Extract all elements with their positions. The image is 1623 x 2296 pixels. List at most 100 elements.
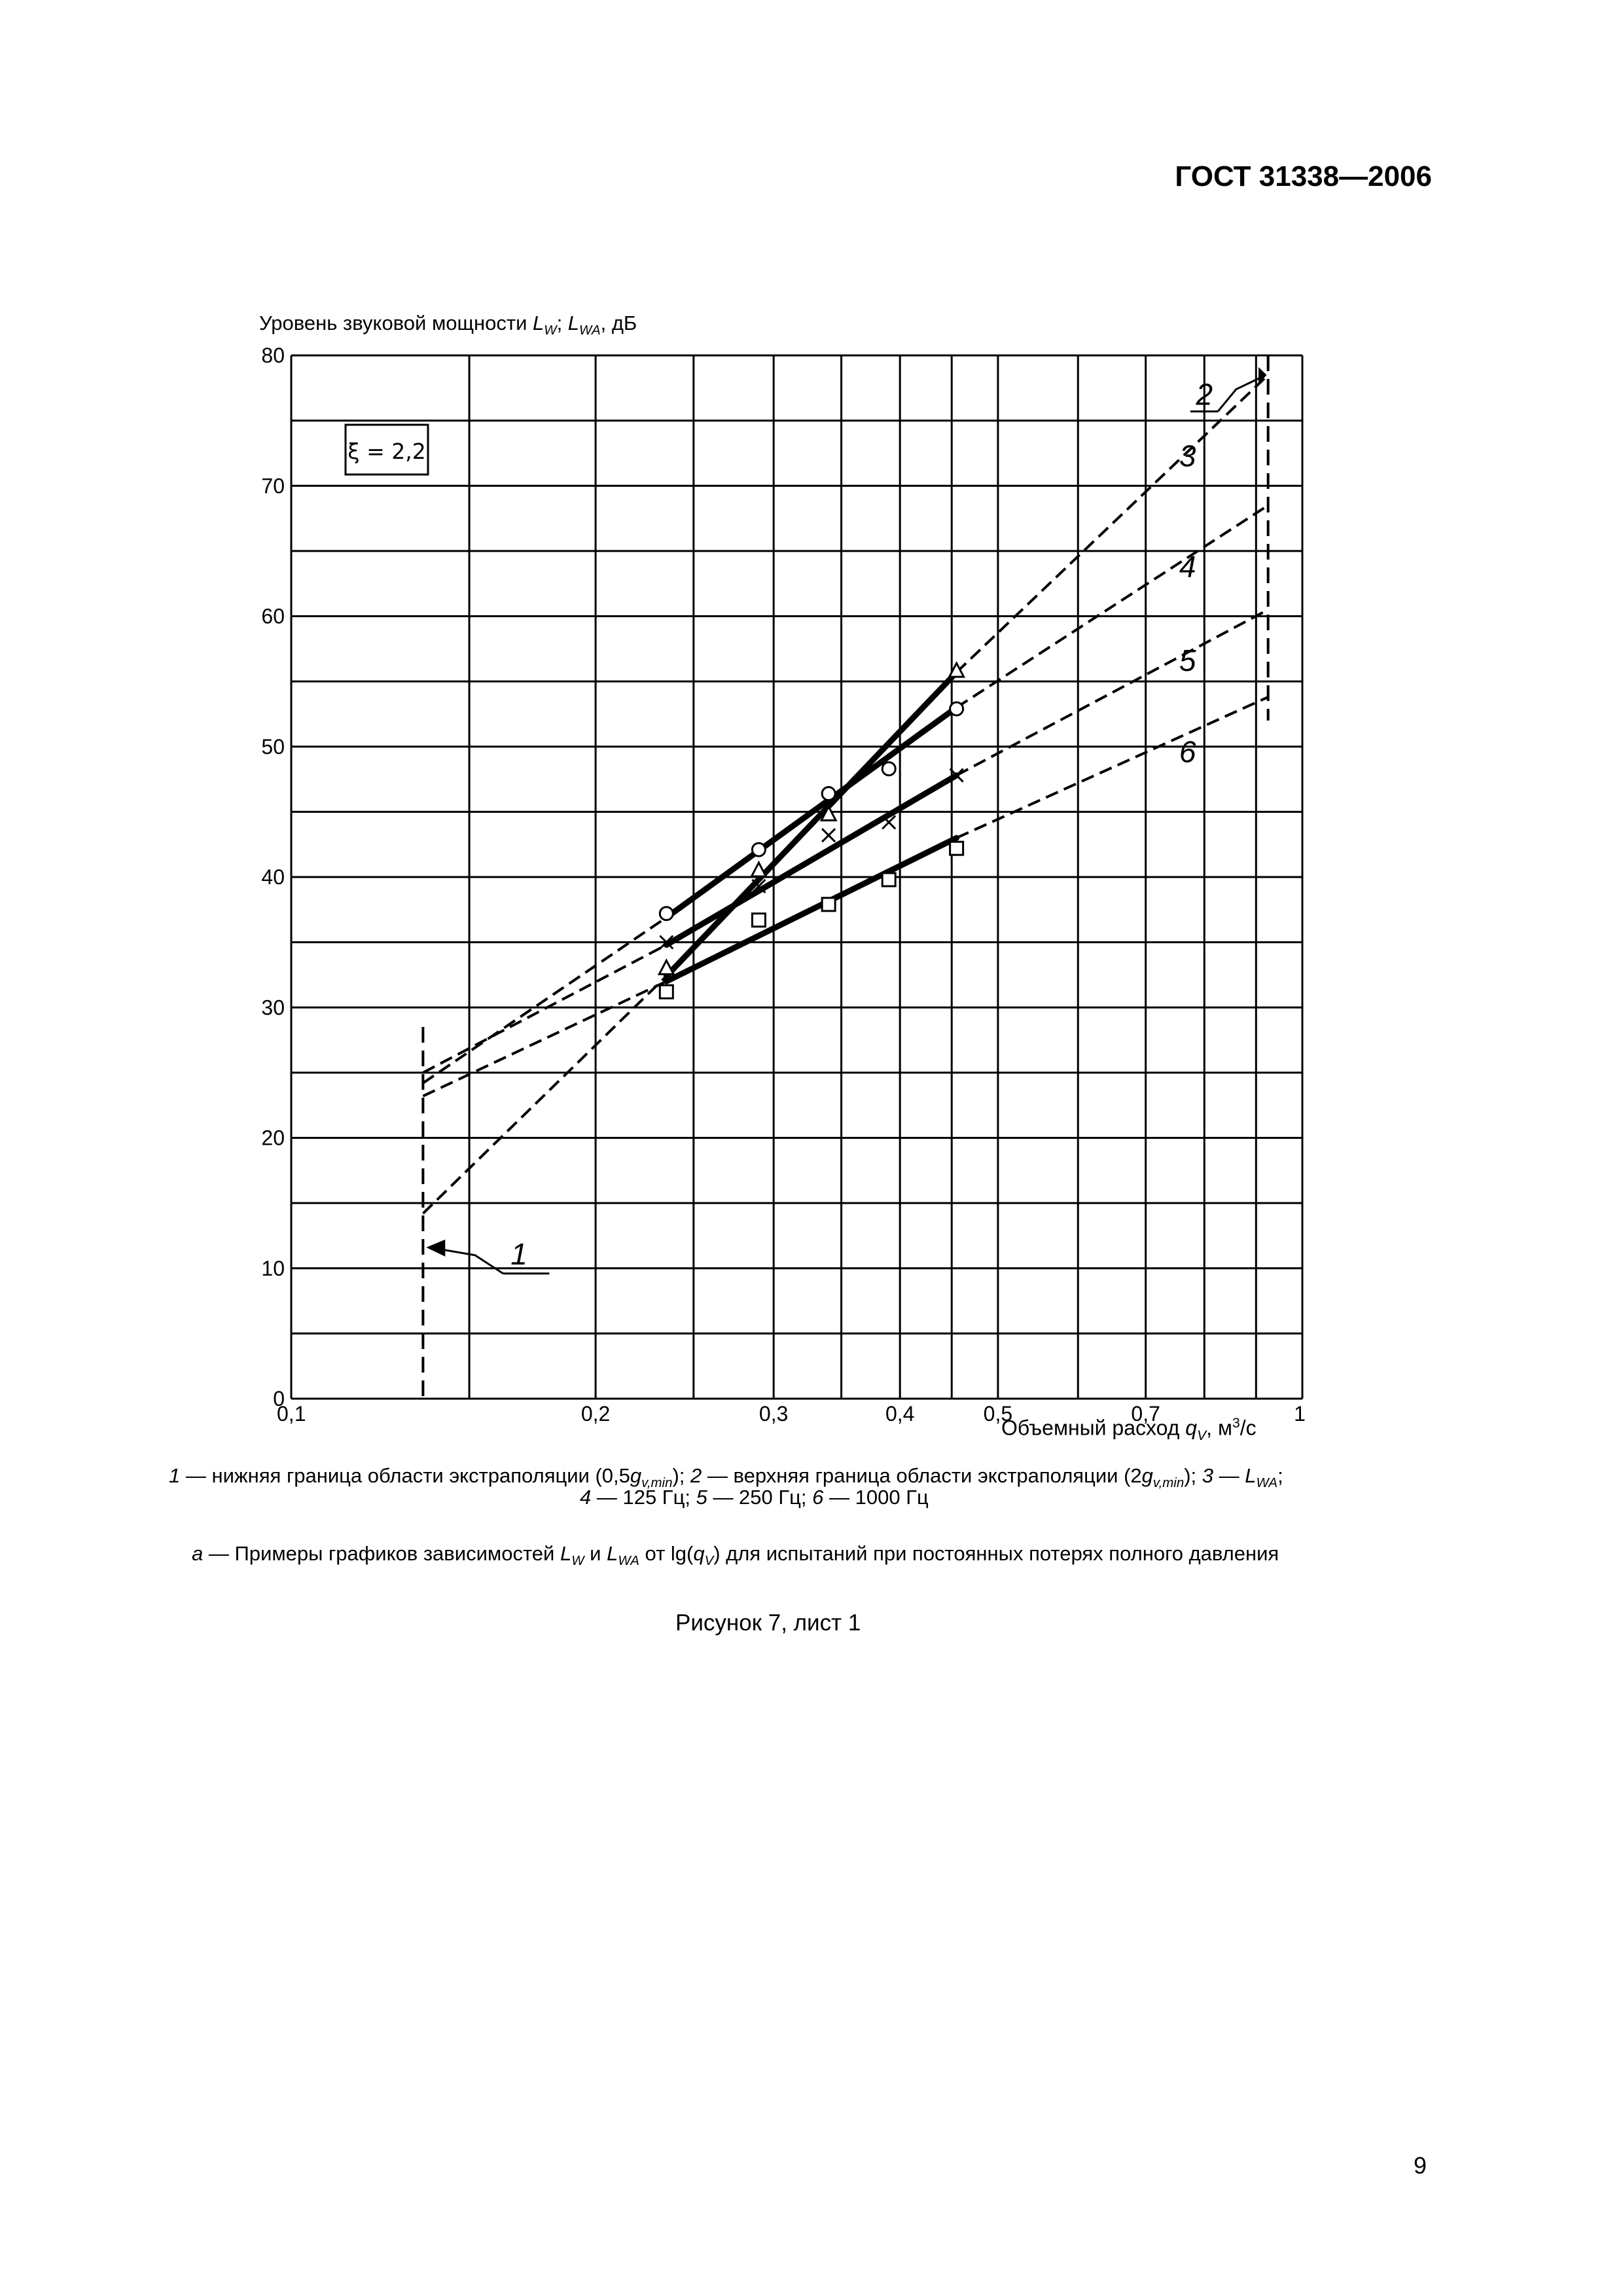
marker-square — [881, 872, 897, 888]
y-tick-label: 20 — [261, 1126, 285, 1150]
figure-title: Рисунок 7, лист 1 — [675, 1610, 861, 1636]
y-axis-label-subscript: W — [544, 323, 557, 338]
x-axis-label-text: Объемный расход — [1001, 1416, 1186, 1440]
x-tick-label: 0,4 — [885, 1402, 914, 1426]
x-tick-label: 0,5 — [984, 1402, 1012, 1426]
chart-lines — [421, 374, 1270, 1215]
caption-text: — 250 Гц; — [707, 1486, 813, 1509]
y-tick-label: 40 — [261, 865, 285, 889]
caption-subscript: v,min — [641, 1475, 673, 1491]
caption-legend-line-1: 1 — нижняя граница области экстраполяции… — [169, 1464, 1283, 1491]
boundary-label-2: 2 — [1195, 378, 1213, 412]
series-5-extrapolation-low — [422, 943, 668, 1074]
marker-square — [751, 912, 766, 928]
document-header: ГОСТ 31338—2006 — [1175, 160, 1432, 192]
note-subscript: W — [571, 1553, 584, 1569]
series-label-6: 6 — [1179, 735, 1196, 769]
caption-text: ); — [672, 1464, 691, 1487]
x-tick-label: 0,3 — [759, 1402, 788, 1426]
xi-legend-box: ξ = 2,2 — [344, 423, 429, 476]
chart-tick-labels: 0 10 20 30 40 50 60 70 80 0,1 0,2 0,3 0,4 0,5 0,7 1 — [261, 344, 1305, 1426]
series-4-extrapolation-high — [955, 504, 1269, 709]
caption-subscript: WA — [1256, 1475, 1278, 1491]
y-axis-label-unit: , дБ — [600, 312, 637, 334]
caption-num-3: 3 — [1202, 1464, 1214, 1487]
series-3-extrapolation-low — [421, 975, 668, 1215]
marker-cross-stroke — [659, 935, 674, 950]
series-4-extrapolation-low — [422, 916, 668, 1085]
note-symbol: q — [693, 1542, 705, 1565]
y-tick-label: 10 — [261, 1257, 285, 1280]
marker-triangle — [749, 860, 768, 878]
boundary-label-1: 1 — [510, 1237, 527, 1271]
marker-square — [658, 984, 674, 999]
y-axis-label-separator: ; — [556, 312, 568, 334]
caption-num-4: 4 — [580, 1486, 592, 1509]
marker-triangle — [657, 958, 675, 975]
y-axis-label: Уровень звуковой мощности LW; LWA, дБ — [259, 312, 637, 338]
figure-note: a — Примеры графиков зависимостей LW и L… — [192, 1542, 1279, 1569]
note-subscript: V — [704, 1553, 714, 1569]
series-label-5: 5 — [1179, 643, 1196, 677]
note-text: — Примеры графиков зависимостей — [203, 1542, 560, 1565]
note-text: ) для испытаний при постоянных потерях п… — [713, 1542, 1279, 1565]
marker-square — [949, 840, 965, 856]
series-5-extrapolation-high — [955, 608, 1269, 777]
y-axis-label-symbol: L — [533, 312, 544, 334]
note-text: и — [584, 1542, 607, 1565]
caption-text: — верхняя граница области экстраполяции … — [702, 1464, 1142, 1487]
series-3-extrapolation-high — [955, 374, 1270, 673]
page-number: 9 — [1414, 2152, 1427, 2179]
x-axis-label-power: 3 — [1232, 1416, 1240, 1431]
y-axis-label-text: Уровень звуковой мощности — [259, 312, 533, 334]
marker-cross-stroke — [821, 828, 836, 843]
y-axis-label-symbol-2: L — [567, 312, 580, 334]
boundary-label-1-arrowhead — [426, 1239, 446, 1257]
caption-text: — 125 Гц; — [591, 1486, 696, 1509]
y-tick-label: 50 — [261, 735, 285, 759]
x-tick-label: 0,1 — [277, 1402, 306, 1426]
series-labels: 3 4 5 6 1 2 — [426, 367, 1267, 1275]
y-axis-label-subscript-2: WA — [579, 323, 601, 338]
series-6-extrapolation-high — [955, 696, 1269, 840]
x-tick-label: 0,2 — [581, 1402, 610, 1426]
boundary-label-2-leader — [1217, 375, 1264, 412]
caption-num-5: 5 — [696, 1486, 707, 1509]
chart-grid — [290, 354, 1304, 1400]
series-4-fit-line — [663, 704, 960, 921]
x-axis-label-symbol: q — [1185, 1416, 1198, 1440]
x-axis-label-subscript: V — [1197, 1428, 1207, 1444]
x-axis-label: Объемный расход qV, м3/с — [1001, 1416, 1257, 1444]
y-tick-label: 30 — [261, 996, 285, 1019]
y-tick-label: 0 — [273, 1387, 285, 1410]
marker-circle — [949, 701, 965, 717]
y-tick-label: 70 — [261, 474, 285, 497]
marker-circle — [821, 785, 836, 801]
caption-symbol: L — [1245, 1464, 1257, 1487]
series-label-4: 4 — [1179, 550, 1196, 584]
caption-text: ); — [1184, 1464, 1202, 1487]
caption-text: — — [1213, 1464, 1245, 1487]
note-symbol: L — [607, 1542, 618, 1565]
caption-num-2: 2 — [690, 1464, 702, 1487]
caption-subscript: v,min — [1152, 1475, 1185, 1491]
marker-circle — [658, 906, 674, 922]
series-5-fit-line — [663, 772, 960, 948]
y-tick-label: 80 — [261, 344, 285, 367]
x-tick-label: 0,7 — [1131, 1402, 1160, 1426]
y-tick-label: 60 — [261, 605, 285, 628]
x-tick-label: 1 — [1294, 1402, 1306, 1426]
x-axis-label-unit: , м — [1206, 1416, 1232, 1440]
series-3-fit-line — [663, 669, 960, 979]
boundary-label-2-arrowhead — [1258, 367, 1267, 384]
marker-cross-stroke — [949, 768, 964, 783]
marker-square — [821, 897, 836, 912]
marker-triangle — [819, 804, 838, 821]
marker-circle — [881, 761, 897, 777]
note-subscript: WA — [618, 1553, 639, 1569]
marker-circle — [751, 842, 766, 857]
series-label-3: 3 — [1179, 439, 1196, 473]
extrapolation-boundaries — [421, 355, 1270, 1399]
x-axis-label-unit-2: /с — [1240, 1416, 1257, 1440]
